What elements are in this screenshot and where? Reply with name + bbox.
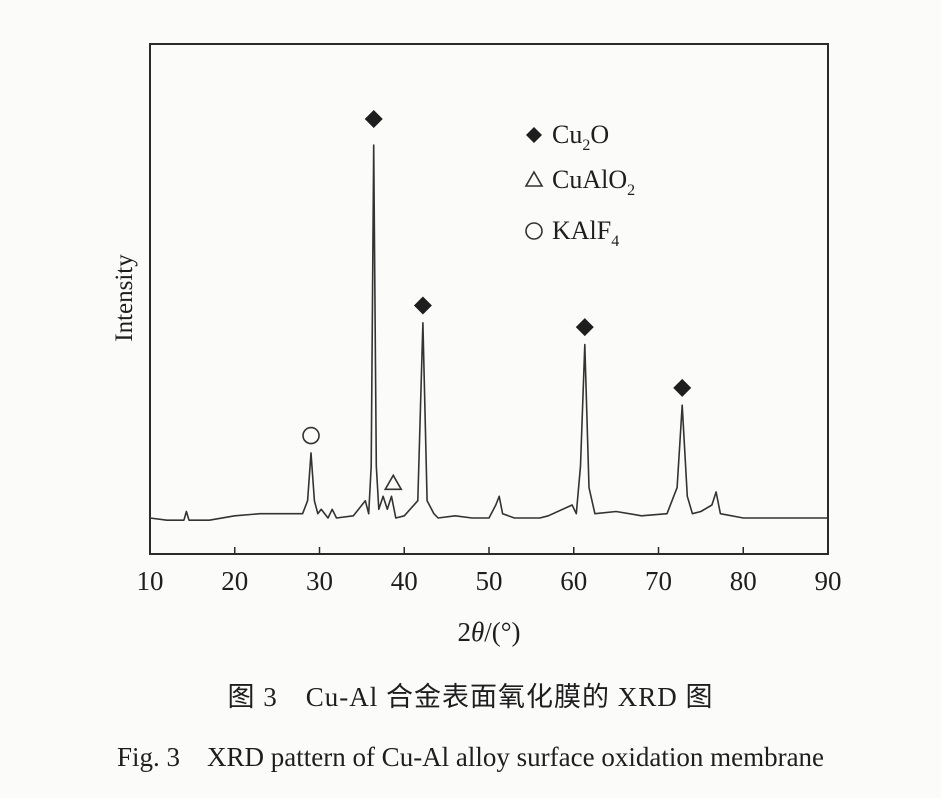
legend: Cu2O CuAlO2 KAlF4 bbox=[524, 120, 635, 250]
filled-diamond-peak-marker bbox=[673, 378, 692, 397]
filled-diamond-peak-marker bbox=[575, 318, 594, 337]
x-tick-label: 50 bbox=[476, 566, 503, 596]
figure-caption-english: Fig. 3 XRD pattern of Cu-Al alloy surfac… bbox=[116, 742, 825, 772]
legend-label: KAlF4 bbox=[552, 216, 619, 250]
x-tick-label: 10 bbox=[137, 566, 164, 596]
x-tick-label: 40 bbox=[391, 566, 418, 596]
open-triangle-peak-marker bbox=[383, 473, 403, 491]
legend-label: Cu2O bbox=[552, 120, 609, 154]
open-circle-peak-marker bbox=[302, 426, 320, 445]
y-axis-label: Intensity bbox=[111, 254, 138, 342]
x-tick-label: 90 bbox=[815, 566, 842, 596]
open-circle-legend-icon bbox=[525, 222, 543, 240]
x-tick-label: 80 bbox=[730, 566, 757, 596]
x-axis-label: 2θ/(°) bbox=[457, 617, 520, 647]
filled-diamond-legend-icon bbox=[526, 127, 542, 143]
x-tick-label: 70 bbox=[645, 566, 672, 596]
legend-label: CuAlO2 bbox=[552, 165, 635, 199]
x-tick-label: 20 bbox=[221, 566, 248, 596]
x-tick-label: 30 bbox=[306, 566, 333, 596]
filled-diamond-peak-marker bbox=[364, 109, 383, 128]
open-triangle-legend-icon bbox=[524, 170, 544, 187]
xrd-chart: 10 20 30 40 50 60 70 80 90 Intensity 2θ/(°) Cu2O… bbox=[111, 43, 842, 647]
x-tick-label: 60 bbox=[560, 566, 587, 596]
xrd-pattern-line bbox=[149, 144, 828, 521]
figure-caption-chinese: 图 3 Cu-Al 合金表面氧化膜的 XRD 图 bbox=[227, 682, 714, 712]
filled-diamond-peak-marker bbox=[413, 296, 432, 315]
plot-frame bbox=[149, 43, 829, 555]
